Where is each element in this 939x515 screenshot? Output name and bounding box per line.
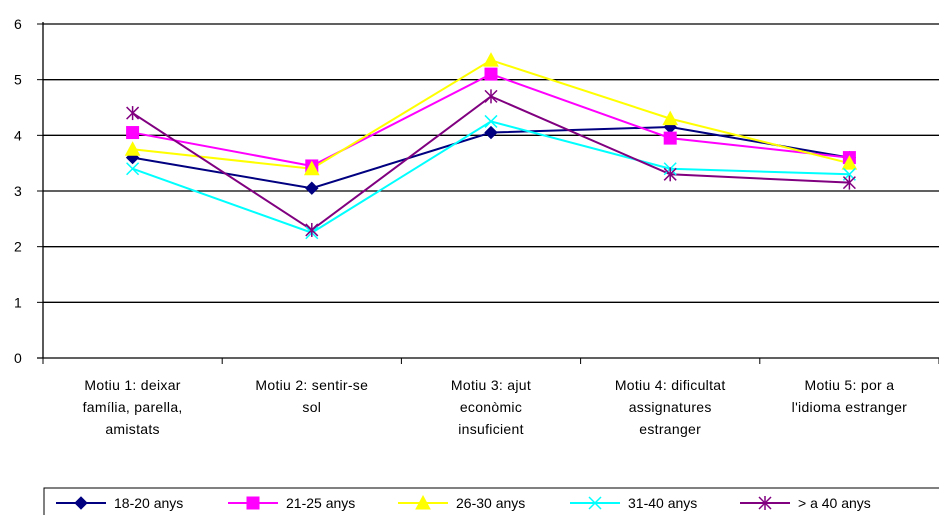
legend-item: 21-25 anys <box>228 495 355 511</box>
point-marker <box>303 160 320 176</box>
legend-item: 26-30 anys <box>398 494 525 511</box>
x-tick-label: Motiu 1: deixar família, parella, amistats <box>83 377 183 437</box>
point-marker <box>124 141 141 156</box>
point-marker <box>663 167 677 182</box>
legend-box <box>43 487 939 515</box>
y-tick-label: 4 <box>14 127 22 143</box>
x-tick-label: Motiu 5: por a l'idioma estranger <box>792 377 907 415</box>
point-marker <box>663 131 677 145</box>
point-marker <box>662 110 679 126</box>
point-marker <box>841 155 858 170</box>
point-marker <box>415 494 431 510</box>
legend-label: 18-20 anys <box>114 495 183 511</box>
legend-label: 26-30 anys <box>456 495 525 511</box>
x-axis-labels: Motiu 1: deixar família, parella, amistats… <box>83 377 907 437</box>
x-tick-label: Motiu 3: ajut econòmic insuficient <box>451 377 531 437</box>
x-tick-label: Motiu 2: sentir-se sol <box>255 377 368 415</box>
legend-item: 31-40 anys <box>570 495 697 511</box>
legend-label: > a 40 anys <box>798 495 871 511</box>
series-group <box>124 52 858 240</box>
legend: 18-20 anys 21-25 anys 26-30 anys 31-40 anys… <box>43 487 939 515</box>
series-line <box>132 73 850 167</box>
point-marker <box>842 175 856 190</box>
point-marker <box>588 496 602 510</box>
y-tick-label: 3 <box>14 183 22 199</box>
series-line <box>132 95 850 232</box>
point-marker <box>305 181 319 195</box>
point-marker <box>484 114 498 128</box>
point-marker <box>484 89 498 104</box>
point-marker <box>484 125 498 140</box>
y-tick-label: 5 <box>14 72 22 88</box>
point-marker <box>484 67 498 81</box>
y-tick-label: 6 <box>14 16 22 32</box>
legend-item: 18-20 anys <box>56 495 183 511</box>
legend-item: > a 40 anys <box>740 495 871 511</box>
point-marker <box>483 52 499 67</box>
legend-label: 21-25 anys <box>286 495 355 511</box>
point-marker <box>246 496 260 510</box>
point-marker <box>305 222 319 237</box>
point-marker <box>126 126 140 140</box>
point-marker <box>126 106 140 121</box>
y-tick-label: 0 <box>14 350 22 366</box>
point-marker <box>758 496 772 510</box>
x-tick-label: Motiu 4: dificultat assignatures estranger <box>615 377 726 437</box>
y-tick-label: 2 <box>14 239 22 255</box>
point-marker <box>74 496 88 510</box>
point-marker <box>126 162 140 176</box>
y-tick-label: 1 <box>14 294 22 310</box>
legend-label: 31-40 anys <box>628 495 697 511</box>
